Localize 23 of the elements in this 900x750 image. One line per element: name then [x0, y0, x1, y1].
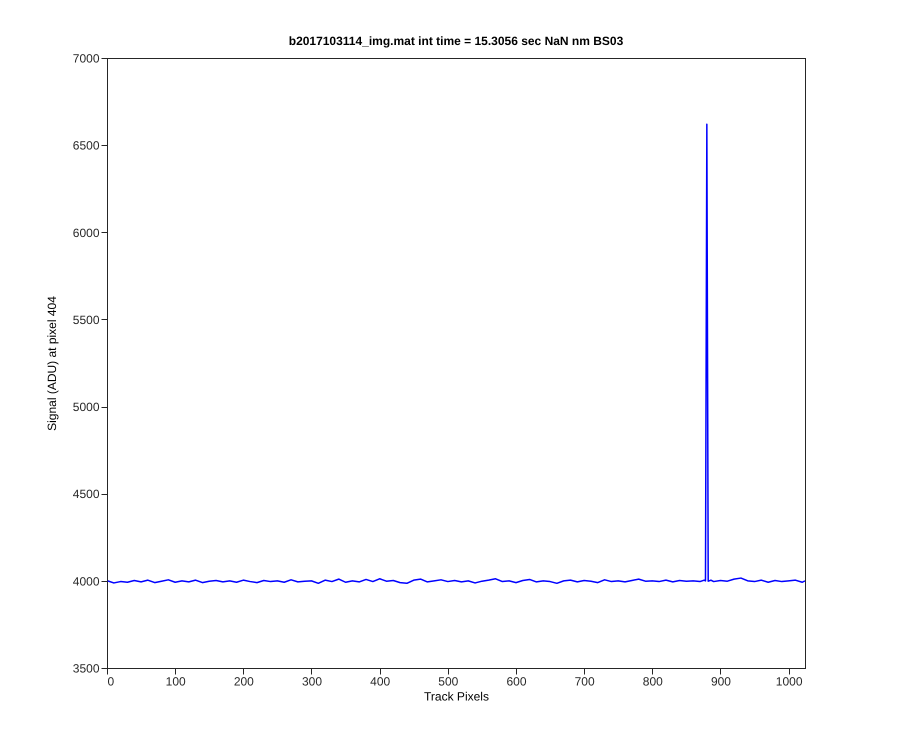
x-tick-label: 800	[642, 674, 664, 688]
y-tick-label: 4000	[72, 574, 100, 588]
line-series	[106, 123, 806, 584]
y-tick-label: 3500	[72, 662, 100, 676]
y-axis-title: Signal (ADU) at pixel 404	[44, 296, 59, 431]
y-tick-label: 4500	[72, 487, 100, 502]
x-tick-label: 700	[574, 674, 595, 688]
y-tick-label: 6000	[72, 226, 100, 240]
x-tick-label: 200	[234, 674, 254, 688]
x-tick-label: 900	[710, 674, 732, 688]
x-tick-label: 300	[302, 674, 322, 688]
x-tick-label: 400	[370, 674, 390, 688]
y-tick-label: 6500	[72, 138, 100, 153]
y-tick-label: 5500	[72, 312, 100, 327]
x-tick-label: 100	[166, 674, 186, 688]
y-tick-label: 5000	[72, 400, 100, 414]
chart-title: b2017103114_img.mat int time = 15.3056 sec NaN nm BS03	[288, 34, 624, 48]
x-axis-title: Track Pixels	[424, 690, 489, 704]
y-tick-label: 7000	[72, 52, 100, 66]
x-tick-label: 500	[438, 674, 459, 688]
x-tick-label: 600	[506, 674, 527, 688]
x-tick-label: 1000	[776, 674, 803, 688]
x-tick-label: 0	[108, 674, 114, 688]
